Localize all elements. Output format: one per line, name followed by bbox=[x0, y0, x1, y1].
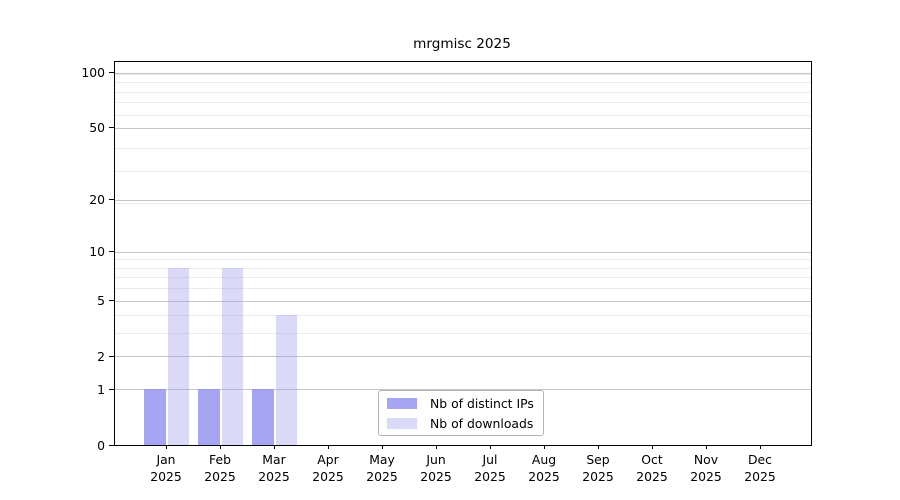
y-tick-label: 0 bbox=[97, 437, 105, 453]
y-gridline-minor bbox=[115, 203, 811, 205]
x-tick-label: Sep 2025 bbox=[582, 452, 614, 484]
y-gridline-minor bbox=[115, 170, 811, 172]
x-tick-label: Aug 2025 bbox=[528, 452, 560, 484]
legend-item-downloads: Nb of downloads bbox=[387, 415, 535, 432]
x-tick-mark bbox=[436, 445, 437, 449]
x-tick-mark bbox=[706, 445, 707, 449]
x-tick-label: Dec 2025 bbox=[744, 452, 776, 484]
y-gridline-minor bbox=[115, 73, 811, 75]
bar-downloads bbox=[167, 267, 189, 445]
x-tick-mark bbox=[328, 445, 329, 449]
legend-label-distinct-ips: Nb of distinct IPs bbox=[430, 395, 534, 411]
x-tick-mark bbox=[220, 445, 221, 449]
legend-swatch-distinct-ips bbox=[387, 397, 417, 409]
y-gridline-minor bbox=[115, 102, 811, 104]
y-gridline-minor bbox=[115, 333, 811, 335]
bar-distinct-ips bbox=[144, 389, 166, 445]
x-tick-mark bbox=[490, 445, 491, 449]
y-gridline-major bbox=[115, 300, 811, 302]
x-tick-label: May 2025 bbox=[366, 452, 398, 484]
x-tick-label: Jul 2025 bbox=[474, 452, 506, 484]
y-gridline-minor bbox=[115, 114, 811, 116]
y-gridline-minor bbox=[115, 267, 811, 269]
x-tick-label: Feb 2025 bbox=[204, 452, 236, 484]
x-tick-mark bbox=[274, 445, 275, 449]
y-tick-mark bbox=[109, 72, 114, 74]
y-tick-label: 10 bbox=[89, 244, 105, 260]
x-tick-label: Nov 2025 bbox=[690, 452, 722, 484]
y-tick-mark bbox=[109, 127, 114, 129]
x-tick-mark bbox=[166, 445, 167, 449]
y-gridline-major bbox=[115, 199, 811, 201]
bar-distinct-ips bbox=[198, 389, 220, 445]
y-tick-mark bbox=[109, 251, 114, 253]
y-gridline-major bbox=[115, 356, 811, 358]
y-tick-label: 20 bbox=[89, 192, 105, 208]
x-tick-label: Jan 2025 bbox=[150, 452, 182, 484]
legend: Nb of distinct IPs Nb of downloads bbox=[378, 390, 544, 436]
x-tick-mark bbox=[598, 445, 599, 449]
y-tick-mark bbox=[109, 388, 114, 390]
chart-title: mrgmisc 2025 bbox=[413, 36, 511, 52]
y-gridline-major bbox=[115, 389, 811, 391]
legend-swatch-downloads bbox=[387, 417, 417, 429]
y-gridline-minor bbox=[115, 288, 811, 290]
x-tick-label: Apr 2025 bbox=[312, 452, 344, 484]
bar-distinct-ips bbox=[252, 389, 274, 445]
x-tick-mark bbox=[652, 445, 653, 449]
y-gridline-major bbox=[115, 72, 811, 74]
y-gridline-minor bbox=[115, 277, 811, 279]
y-tick-mark bbox=[109, 199, 114, 201]
y-gridline-minor bbox=[115, 259, 811, 261]
y-tick-label: 5 bbox=[97, 293, 105, 309]
y-tick-label: 50 bbox=[89, 120, 105, 136]
legend-label-downloads: Nb of downloads bbox=[430, 415, 534, 431]
y-tick-mark bbox=[109, 300, 114, 302]
y-gridline-minor bbox=[115, 147, 811, 149]
legend-item-distinct-ips: Nb of distinct IPs bbox=[387, 395, 535, 412]
x-tick-mark bbox=[382, 445, 383, 449]
x-tick-label: Jun 2025 bbox=[420, 452, 452, 484]
y-gridline-major bbox=[115, 127, 811, 129]
y-gridline-minor bbox=[115, 315, 811, 317]
y-gridline-minor bbox=[115, 82, 811, 84]
y-tick-label: 2 bbox=[97, 348, 105, 364]
x-tick-mark bbox=[544, 445, 545, 449]
y-tick-mark bbox=[109, 444, 114, 446]
x-tick-label: Mar 2025 bbox=[258, 452, 290, 484]
y-gridline-major bbox=[115, 251, 811, 253]
y-tick-label: 1 bbox=[97, 381, 105, 397]
y-gridline-minor bbox=[115, 91, 811, 93]
y-tick-label: 100 bbox=[81, 65, 105, 81]
y-tick-mark bbox=[109, 355, 114, 357]
bar-downloads bbox=[221, 267, 243, 445]
bar-downloads bbox=[275, 315, 297, 445]
x-tick-label: Oct 2025 bbox=[636, 452, 668, 484]
x-tick-mark bbox=[760, 445, 761, 449]
plot-area: 0 1 2 5 10 20 50 100 Jan 2025 Feb 2025 Mar 2025 Apr 202… bbox=[81, 61, 812, 484]
